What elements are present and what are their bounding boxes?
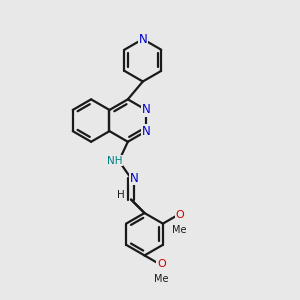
Text: N: N bbox=[142, 125, 151, 138]
Text: Me: Me bbox=[172, 224, 187, 235]
Text: N: N bbox=[130, 172, 138, 185]
Text: N: N bbox=[142, 103, 151, 116]
Text: O: O bbox=[175, 210, 184, 220]
Text: N: N bbox=[138, 33, 147, 46]
Text: O: O bbox=[157, 259, 166, 269]
Text: Me: Me bbox=[154, 274, 169, 284]
Text: H: H bbox=[117, 190, 124, 200]
Text: NH: NH bbox=[107, 156, 122, 166]
